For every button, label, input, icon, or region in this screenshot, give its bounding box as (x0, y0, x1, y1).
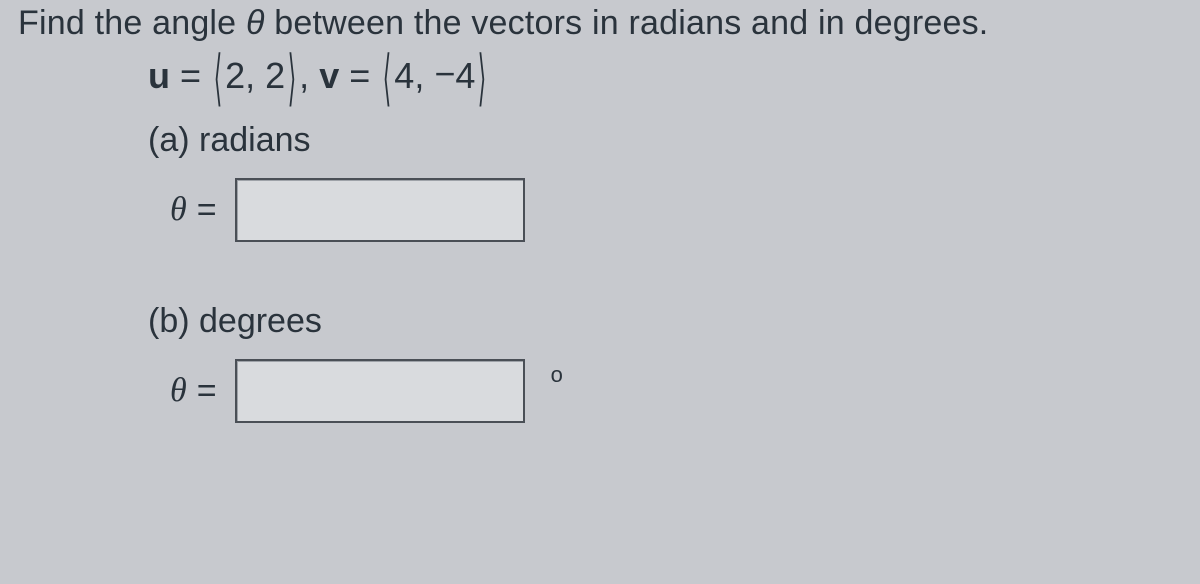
u-label: u (148, 55, 170, 96)
degrees-input[interactable] (235, 359, 525, 423)
close-bracket-icon: ⟩ (478, 42, 486, 113)
question-prompt: Find the angle θ between the vectors in … (18, 4, 1182, 43)
equals-sign: = (197, 372, 217, 411)
prompt-text-before: Find the angle (18, 4, 246, 42)
open-bracket-icon: ⟨ (214, 42, 222, 113)
minus-sign: − (434, 53, 455, 94)
separator: , (299, 55, 319, 96)
close-bracket-icon: ⟩ (288, 42, 296, 113)
v-label: v (319, 55, 339, 96)
equals-sign: = (170, 55, 211, 96)
part-b-answer-row: θ = o (170, 359, 1182, 423)
theta-symbol: θ (170, 191, 187, 229)
part-b-label: (b) degrees (148, 302, 1182, 341)
radians-input[interactable] (235, 178, 525, 242)
equals-sign: = (339, 55, 380, 96)
v-value-2: 4 (455, 55, 475, 96)
theta-symbol: θ (246, 4, 265, 42)
part-a-label: (a) radians (148, 121, 1182, 160)
equals-sign: = (197, 191, 217, 230)
open-bracket-icon: ⟨ (383, 42, 391, 113)
vector-definitions: u = ⟨2, 2⟩, v = ⟨4, −4⟩ (148, 55, 1182, 97)
degree-symbol: o (551, 362, 564, 388)
theta-symbol: θ (170, 372, 187, 410)
question-container: Find the angle θ between the vectors in … (0, 0, 1200, 423)
part-a-answer-row: θ = (170, 178, 1182, 242)
prompt-text-after: between the vectors in radians and in de… (265, 4, 989, 42)
u-values: 2, 2 (225, 55, 285, 96)
v-value-1: 4, (394, 55, 434, 96)
